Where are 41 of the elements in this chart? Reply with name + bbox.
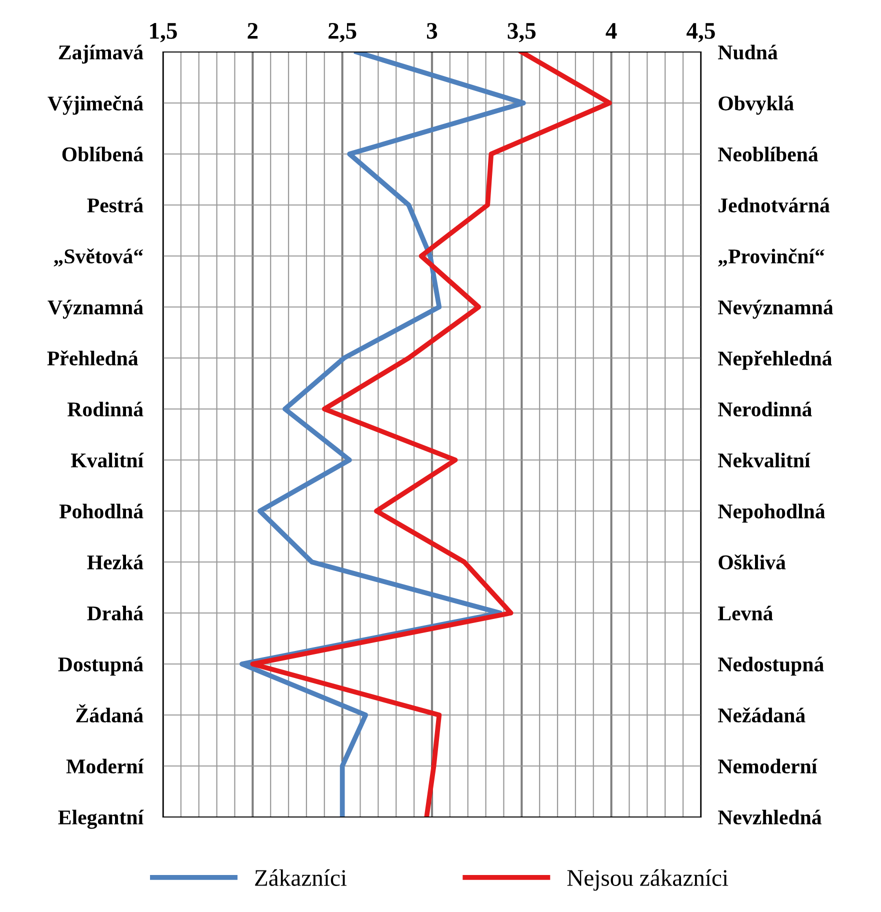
y2-tick-label: Nudná	[718, 44, 778, 60]
x-tick-label: 4	[606, 23, 617, 39]
y-tick-label: Kvalitní	[70, 452, 144, 468]
y-tick-label: Pestrá	[87, 198, 144, 212]
y-tick-label: Moderní	[66, 758, 144, 774]
legend-label: Nejsou zákazníci	[567, 869, 728, 891]
y2-tick-label: Nerodinná	[718, 402, 812, 416]
y2-tick-label: „Provinční“	[718, 248, 824, 266]
y-tick-label: „Světová“	[54, 248, 143, 266]
y2-tick-label: Levná	[718, 606, 773, 620]
y-tick-label: Rodinná	[67, 402, 144, 416]
y2-tick-label: Nemoderní	[718, 758, 818, 774]
y-tick-label: Významná	[48, 300, 144, 319]
y-tick-label: Žádaná	[76, 704, 144, 722]
y2-tick-label: Neoblíbená	[718, 146, 818, 162]
y2-tick-label: Jednotvárná	[718, 198, 830, 212]
y2-tick-label: Nekvalitní	[718, 452, 811, 468]
x-tick-label: 2	[248, 23, 258, 39]
y-tick-label: Drahá	[87, 606, 144, 620]
y-tick-label: Přehledná	[47, 350, 138, 366]
y2-tick-label: Nevýznamná	[718, 300, 834, 319]
x-tick-label: 4,5	[686, 23, 715, 42]
y2-tick-label: Nežádaná	[718, 708, 806, 722]
y2-tick-label: Nevzhledná	[718, 810, 822, 824]
y-tick-label: Dostupná	[58, 656, 144, 676]
x-tick-label: 3,5	[508, 23, 536, 42]
y2-tick-label: Nepřehledná	[718, 350, 832, 370]
y-tick-label: Elegantní	[58, 810, 144, 829]
y-tick-label: Pohodlná	[59, 504, 144, 518]
x-tick-label: 1,5	[150, 23, 177, 42]
x-tick-label: 2,5	[328, 23, 356, 42]
y-tick-label: Zajímavá	[58, 44, 144, 64]
x-tick-label: 3	[426, 23, 438, 39]
y-tick-label: Oblíbená	[62, 146, 144, 162]
y2-tick-label: Obvyklá	[718, 96, 794, 115]
legend-label: Zákazníci	[255, 869, 347, 886]
y-tick-label: Hezká	[87, 554, 144, 570]
y-tick-label: Výjimečná	[48, 96, 144, 115]
y2-tick-label: Nedostupná	[718, 656, 824, 676]
y2-tick-label: Ošklivá	[718, 554, 786, 570]
y2-tick-label: Nepohodlná	[718, 504, 826, 523]
